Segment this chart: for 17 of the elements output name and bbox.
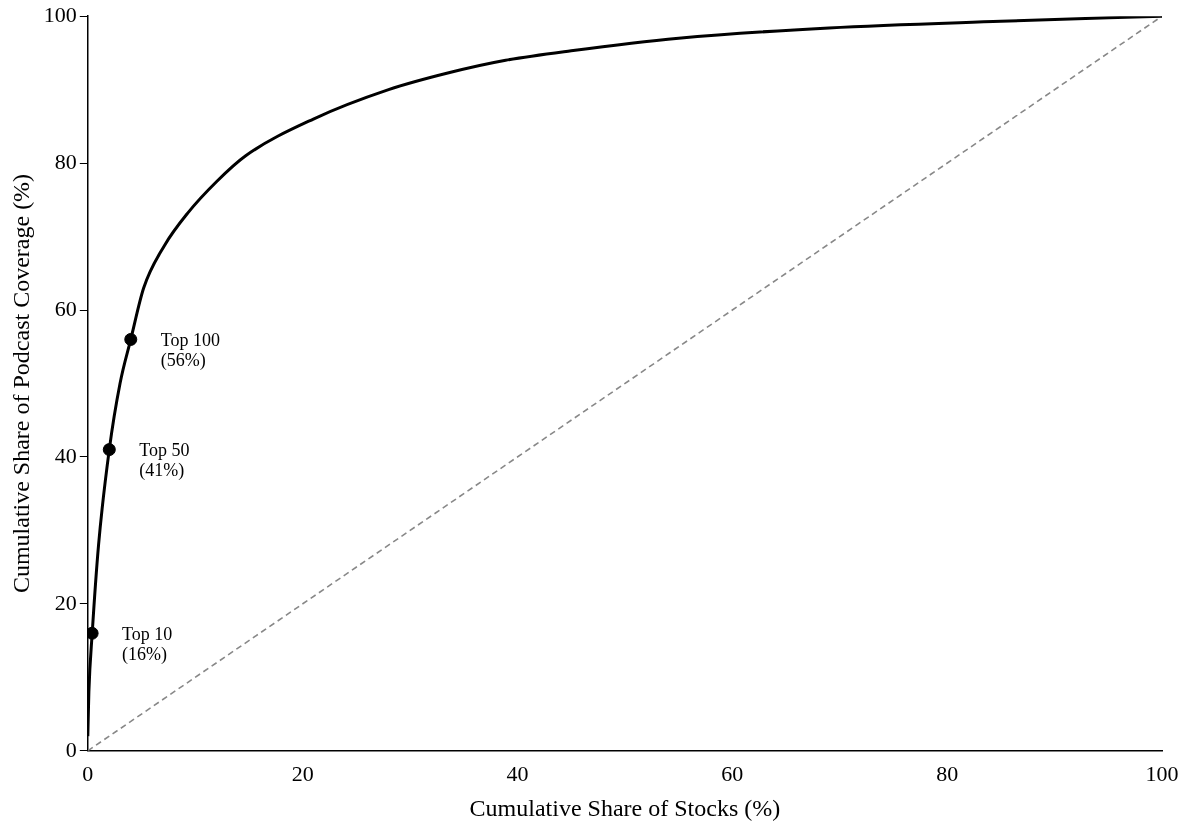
x-tick-label: 20 <box>291 760 314 786</box>
annotation: Top 50 (41%) <box>139 440 190 482</box>
x-tick-label: 100 <box>1145 760 1179 786</box>
y-tick-label: 80 <box>54 148 77 174</box>
y-tick-label: 60 <box>54 295 77 321</box>
annotation: Top 10 (16%) <box>122 624 173 665</box>
x-tick-label: 0 <box>82 760 94 786</box>
y-tick-label: 0 <box>65 736 77 762</box>
x-tick-label: 80 <box>936 760 959 786</box>
y-axis-title: Cumulative Share of Podcast Coverage (%) <box>7 173 34 594</box>
y-tick-label: 100 <box>43 1 77 27</box>
y-tick-label: 40 <box>54 442 77 468</box>
x-tick-label: 40 <box>506 760 529 786</box>
y-tick-label: 20 <box>54 589 77 615</box>
x-tick-label: 60 <box>721 760 744 786</box>
x-axis-title: Cumulative Share of Stocks (%) <box>469 794 781 821</box>
annotation: Top 100 (56%) <box>160 330 221 372</box>
